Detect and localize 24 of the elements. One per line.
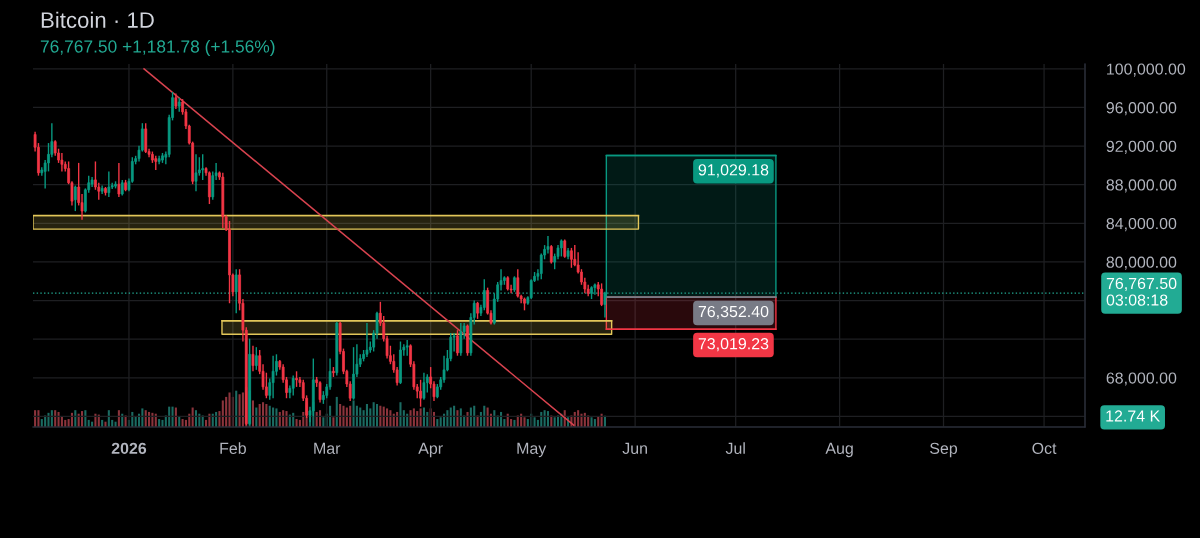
x-tick-label: May	[517, 442, 547, 458]
y-tick-label: 96,000.00	[1106, 102, 1177, 116]
chart-title: Bitcoin · 1D	[41, 11, 154, 28]
x-tick-label: Apr	[418, 442, 443, 458]
x-tick-label: Feb	[220, 442, 246, 455]
x-tick-label: Jul	[725, 442, 745, 455]
y-tick-label: 92,000.00	[1106, 140, 1177, 154]
y2-tick-label: 12.74 K	[1106, 410, 1161, 422]
x-tick-label: Jun	[622, 442, 647, 455]
y-tick-label: 80,000.00	[1106, 256, 1177, 270]
data-label: 76,352.40	[698, 305, 769, 320]
chart-subtitle: 76,767.50 +1,181.78 (+1.56%)	[40, 39, 275, 57]
ref-line-label: 76,767.50 03:08:18	[1106, 277, 1177, 306]
x-tick-label: Oct	[1032, 442, 1057, 455]
x-tick-label: Mar	[314, 442, 341, 455]
y-tick-label: 68,000.00	[1106, 372, 1177, 386]
x-tick-label: Aug	[825, 442, 853, 458]
y-tick-label: 88,000.00	[1106, 179, 1177, 193]
y-tick-label: 100,000.00	[1107, 63, 1186, 77]
x-tick-label: 2026	[111, 442, 147, 455]
data-label: 73,019.23	[698, 338, 769, 352]
x-tick-label: Sep	[930, 442, 958, 458]
data-label: 91,029.18	[698, 164, 769, 178]
y-tick-label: 84,000.00	[1106, 217, 1177, 232]
